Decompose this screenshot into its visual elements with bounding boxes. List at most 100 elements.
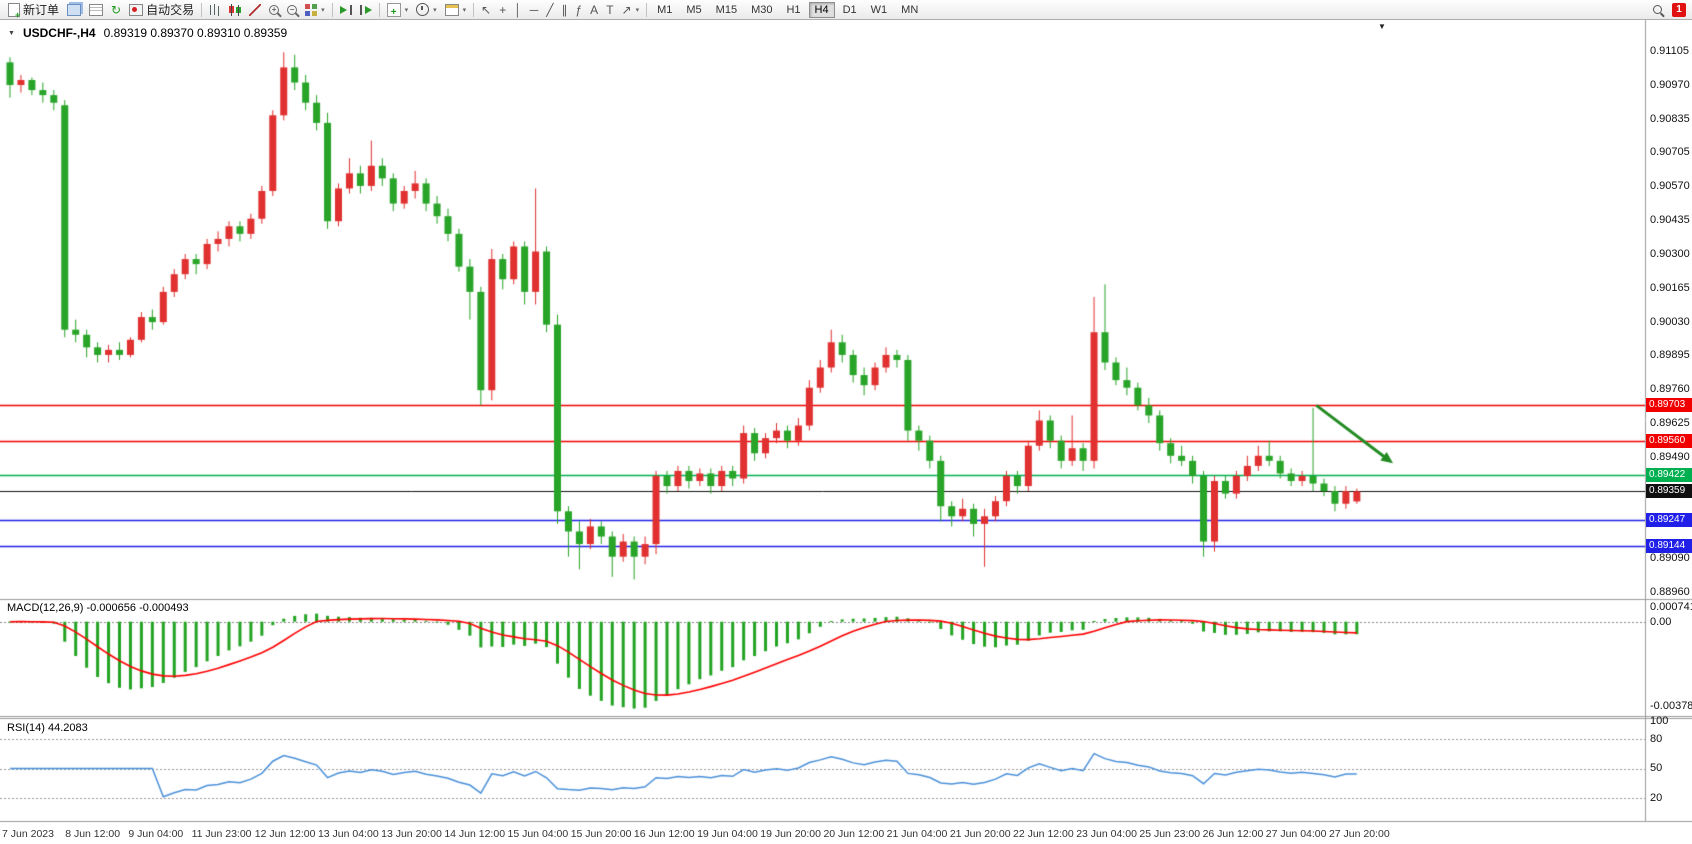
bar-chart-button[interactable] xyxy=(205,1,225,19)
auto-scroll-icon xyxy=(339,5,347,14)
tile-windows-button[interactable]: ▾ xyxy=(301,1,329,19)
price-axis-label: 0.89090 xyxy=(1650,552,1690,565)
time-axis-label: 14 Jun 12:00 xyxy=(444,828,506,840)
zoom-out-button[interactable]: − xyxy=(283,1,301,19)
label-tool-button[interactable]: T xyxy=(602,1,617,19)
time-axis-label: 16 Jun 12:00 xyxy=(633,828,695,840)
data-window-button[interactable] xyxy=(85,1,107,19)
refresh-icon: ↻ xyxy=(111,2,122,17)
auto-trading-icon xyxy=(129,3,144,16)
crosshair-icon: + xyxy=(499,2,507,17)
vertical-line-icon: │ xyxy=(514,2,522,17)
auto-trading-label: 自动交易 xyxy=(146,3,195,17)
auto-trading-button[interactable]: 自动交易 xyxy=(125,1,198,19)
indicators-button[interactable]: + ▾ xyxy=(383,1,413,19)
timeframe-button[interactable]: M30 xyxy=(751,3,773,16)
time-axis-label: 27 Jun 04:00 xyxy=(1265,828,1327,840)
timeframe-button[interactable]: H4 xyxy=(808,1,835,18)
time-axis-label: 25 Jun 23:00 xyxy=(1139,828,1201,840)
time-axis-label: 8 Jun 12:00 xyxy=(65,828,121,840)
timeframe-button[interactable]: MN xyxy=(901,3,919,16)
time-axis-label: 22 Jun 12:00 xyxy=(1013,828,1074,840)
price-axis-label: 0.90300 xyxy=(1650,247,1690,260)
vertical-line-tool-button[interactable]: │ xyxy=(510,1,526,19)
horizontal-line-tool-button[interactable]: ─ xyxy=(526,1,543,19)
trendline-tool-button[interactable]: ╱ xyxy=(542,1,557,19)
time-axis[interactable]: 7 Jun 2023 8 Jun 12:00 9 Jun 04:00 11 Jun 2… xyxy=(2,824,1422,842)
auto-scroll-bar xyxy=(349,4,352,15)
time-axis-label: 27 Jun 20:00 xyxy=(1328,828,1390,840)
timeframe-button[interactable]: H1 xyxy=(786,3,801,16)
clock-icon xyxy=(416,3,430,16)
macd-axis-max-label: 0.000741 xyxy=(1650,601,1692,613)
rsi-axis-label-50: 50 xyxy=(1650,762,1663,774)
timeframe-buttons: M1 M5 M15 M30 H1 H4 D1 W1 MN xyxy=(650,1,925,18)
auto-scroll-button[interactable] xyxy=(336,1,356,19)
time-axis-label: 20 Jun 12:00 xyxy=(823,828,885,840)
price-axis-label: 0.89760 xyxy=(1650,383,1690,396)
time-axis-label: 19 Jun 04:00 xyxy=(697,828,758,840)
price-level-tag: 0.89422 xyxy=(1646,468,1692,483)
templates-button[interactable]: ▾ xyxy=(441,1,471,19)
toolbar-right-group: 1 xyxy=(1649,1,1688,19)
chevron-down-icon: ▾ xyxy=(321,6,325,14)
charts-profile-button[interactable] xyxy=(63,1,85,19)
rsi-indicator-label: RSI(14) 44.2083 xyxy=(7,722,88,734)
time-axis-label: 15 Jun 20:00 xyxy=(570,828,632,840)
chart-symbol-period: USDCHF-,H4 xyxy=(22,26,96,40)
text-tool-button[interactable]: A xyxy=(586,1,602,19)
channel-tool-button[interactable]: ∥ xyxy=(557,1,571,19)
cursor-tool-button[interactable]: ↖ xyxy=(477,1,495,19)
zoom-in-button[interactable]: + xyxy=(265,1,283,19)
notification-badge[interactable]: 1 xyxy=(1672,2,1686,17)
cursor-icon: ↖ xyxy=(481,2,492,17)
chevron-down-icon: ▾ xyxy=(404,6,409,14)
search-button[interactable] xyxy=(1649,1,1666,19)
chart-menu-icon[interactable]: ▼ xyxy=(8,29,15,37)
new-order-icon: + xyxy=(8,2,20,19)
timeframe-button[interactable]: W1 xyxy=(870,3,888,16)
timeframe-button[interactable]: M15 xyxy=(715,3,738,16)
price-level-tag: 0.89144 xyxy=(1646,538,1692,553)
periods-button[interactable]: ▾ xyxy=(412,1,441,19)
price-axis-label: 0.90835 xyxy=(1650,112,1690,125)
refresh-button[interactable]: ↻ xyxy=(107,1,125,19)
tile-windows-icon xyxy=(305,3,318,16)
price-axis-label: 0.91105 xyxy=(1650,45,1689,57)
text-tool-icon: A xyxy=(590,2,599,17)
data-window-icon xyxy=(89,3,104,16)
timeframe-button[interactable]: M5 xyxy=(686,3,702,16)
fibonacci-tool-button[interactable]: ƒ xyxy=(571,1,586,19)
price-axis-label: 0.90435 xyxy=(1650,214,1690,227)
rsi-axis-label-80: 80 xyxy=(1650,733,1663,745)
toolbar-separator xyxy=(473,2,475,17)
time-axis-label: 11 Jun 23:00 xyxy=(191,828,252,840)
price-level-tag: 0.89560 xyxy=(1646,433,1692,448)
price-axis-label: 0.88960 xyxy=(1650,586,1690,598)
crosshair-tool-button[interactable]: + xyxy=(495,1,510,19)
new-order-button[interactable]: + 新订单 xyxy=(4,1,63,19)
rsi-axis-label-20: 20 xyxy=(1650,792,1663,804)
price-axis-label: 0.90705 xyxy=(1650,146,1690,159)
price-axis-label: 0.89895 xyxy=(1650,349,1690,362)
bar-chart-icon xyxy=(209,3,222,16)
price-level-tag: 0.89703 xyxy=(1646,397,1692,412)
chart-shift-bar xyxy=(359,4,362,15)
timeframe-button[interactable]: M1 xyxy=(657,3,673,16)
time-axis-label: 23 Jun 04:00 xyxy=(1076,828,1137,840)
candlestick-chart-icon xyxy=(229,3,242,16)
price-axis-label: 0.89490 xyxy=(1650,450,1690,463)
timeframe-button[interactable]: D1 xyxy=(842,3,857,16)
chart-shift-marker[interactable]: ▼ xyxy=(1378,22,1386,31)
horizontal-line-icon: ─ xyxy=(529,2,539,17)
time-axis-label: 13 Jun 04:00 xyxy=(317,828,379,840)
candlestick-chart-button[interactable] xyxy=(225,1,245,19)
chevron-down-icon: ▾ xyxy=(462,6,467,14)
price-axis-label: 0.90570 xyxy=(1650,180,1690,193)
chart-shift-button[interactable] xyxy=(356,1,376,19)
arrows-tool-button[interactable]: ↗ ▾ xyxy=(618,1,644,19)
line-chart-button[interactable] xyxy=(245,1,265,19)
macd-indicator-label: MACD(12,26,9) -0.000656 -0.000493 xyxy=(7,602,189,614)
